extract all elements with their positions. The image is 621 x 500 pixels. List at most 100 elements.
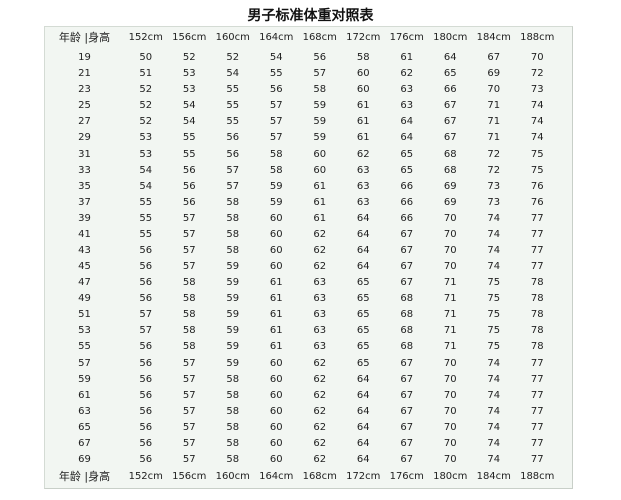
weight-cell: 59 bbox=[226, 277, 240, 289]
weight-cell: 56 bbox=[226, 148, 240, 160]
height-column-header: 160cm bbox=[215, 470, 250, 482]
age-cell: 63 bbox=[78, 405, 91, 417]
weight-cell: 67 bbox=[400, 244, 414, 256]
age-cell: 53 bbox=[78, 325, 91, 337]
weight-cell: 55 bbox=[139, 196, 153, 208]
weight-cell: 71 bbox=[487, 116, 501, 128]
weight-cell: 61 bbox=[356, 116, 370, 128]
weight-cell: 64 bbox=[356, 212, 370, 224]
weight-cell: 56 bbox=[139, 453, 153, 465]
weight-cell: 74 bbox=[487, 212, 501, 224]
weight-cell: 62 bbox=[313, 228, 327, 240]
weight-cell: 75 bbox=[487, 325, 501, 337]
weight-cell: 58 bbox=[182, 309, 196, 321]
weight-cell: 58 bbox=[226, 212, 240, 224]
weight-cell: 74 bbox=[487, 389, 501, 401]
age-cell: 45 bbox=[78, 261, 91, 273]
weight-cell: 57 bbox=[182, 212, 196, 224]
weight-cell: 64 bbox=[356, 405, 370, 417]
height-column-header: 168cm bbox=[302, 32, 337, 43]
weight-cell: 64 bbox=[356, 453, 370, 465]
weight-cell: 77 bbox=[530, 357, 544, 369]
weight-cell: 70 bbox=[530, 52, 544, 64]
weight-cell: 57 bbox=[182, 261, 196, 273]
weight-cell: 64 bbox=[356, 437, 370, 449]
weight-cell: 71 bbox=[443, 309, 457, 321]
table-row: 27 52 54 55 57 59 61 64 67 71 74 bbox=[45, 114, 559, 130]
weight-cell: 66 bbox=[443, 84, 457, 96]
weight-cell: 58 bbox=[226, 389, 240, 401]
height-column-header: 176cm bbox=[389, 470, 424, 482]
weight-cell: 74 bbox=[487, 228, 501, 240]
age-height-corner-label: 年龄 |身高 bbox=[58, 31, 111, 44]
weight-cell: 63 bbox=[313, 293, 327, 305]
weight-cell: 56 bbox=[139, 389, 153, 401]
weight-cell: 69 bbox=[443, 196, 457, 208]
weight-cell: 57 bbox=[182, 453, 196, 465]
table-row: 33 54 56 57 58 60 63 65 68 72 75 bbox=[45, 163, 559, 179]
age-cell: 21 bbox=[78, 68, 91, 80]
table-row: 65 56 57 58 60 62 64 67 70 74 77 bbox=[45, 420, 559, 436]
weight-cell: 56 bbox=[139, 244, 153, 256]
weight-cell: 55 bbox=[182, 148, 196, 160]
weight-cell: 70 bbox=[443, 357, 457, 369]
weight-cell: 63 bbox=[313, 309, 327, 321]
weight-cell: 62 bbox=[400, 68, 414, 80]
weight-cell: 63 bbox=[356, 164, 370, 176]
weight-cell: 56 bbox=[139, 277, 153, 289]
weight-cell: 67 bbox=[443, 100, 457, 112]
height-column-header: 180cm bbox=[433, 470, 468, 482]
weight-cell: 70 bbox=[443, 261, 457, 273]
age-cell: 25 bbox=[78, 100, 91, 112]
weight-cell: 59 bbox=[226, 325, 240, 337]
weight-cell: 74 bbox=[487, 421, 501, 433]
weight-cell: 54 bbox=[182, 116, 196, 128]
weight-cell: 56 bbox=[139, 261, 153, 273]
weight-cell: 59 bbox=[313, 116, 327, 128]
weight-cell: 64 bbox=[356, 244, 370, 256]
weight-cell: 67 bbox=[400, 437, 414, 449]
weight-cell: 52 bbox=[139, 116, 153, 128]
table-row: 47 56 58 59 61 63 65 67 71 75 78 bbox=[45, 275, 559, 291]
weight-cell: 64 bbox=[400, 132, 414, 144]
weight-cell: 61 bbox=[313, 212, 327, 224]
table-row: 41 55 57 58 60 62 64 67 70 74 77 bbox=[45, 227, 559, 243]
weight-cell: 74 bbox=[487, 437, 501, 449]
age-cell: 41 bbox=[78, 228, 91, 240]
weight-cell: 61 bbox=[356, 100, 370, 112]
height-column-header: 160cm bbox=[215, 32, 250, 43]
weight-cell: 68 bbox=[400, 293, 414, 305]
weight-cell: 53 bbox=[182, 84, 196, 96]
weight-cell: 58 bbox=[226, 453, 240, 465]
weight-cell: 57 bbox=[226, 180, 240, 192]
age-cell: 35 bbox=[78, 180, 91, 192]
weight-cell: 57 bbox=[139, 325, 153, 337]
weight-cell: 62 bbox=[313, 389, 327, 401]
weight-cell: 58 bbox=[182, 341, 196, 353]
age-cell: 65 bbox=[78, 421, 91, 433]
weight-cell: 76 bbox=[530, 180, 544, 192]
weight-cell: 67 bbox=[400, 277, 414, 289]
table-row: 69 56 57 58 60 62 64 67 70 74 77 bbox=[45, 452, 559, 468]
weight-cell: 56 bbox=[139, 341, 153, 353]
weight-cell: 59 bbox=[226, 357, 240, 369]
weight-cell: 58 bbox=[226, 373, 240, 385]
height-column-header: 176cm bbox=[389, 32, 424, 43]
weight-cell: 61 bbox=[269, 277, 283, 289]
weight-table-container: 年龄 |身高 152cm 156cm 160cm 164cm 168cm 172cm 176c… bbox=[44, 26, 573, 489]
weight-cell: 73 bbox=[487, 180, 501, 192]
weight-cell: 60 bbox=[269, 421, 283, 433]
weight-cell: 63 bbox=[313, 341, 327, 353]
weight-cell: 58 bbox=[269, 164, 283, 176]
weight-cell: 59 bbox=[269, 196, 283, 208]
weight-cell: 75 bbox=[487, 341, 501, 353]
weight-cell: 59 bbox=[313, 100, 327, 112]
weight-cell: 54 bbox=[226, 68, 240, 80]
weight-cell: 77 bbox=[530, 453, 544, 465]
weight-cell: 58 bbox=[182, 325, 196, 337]
weight-cell: 74 bbox=[530, 132, 544, 144]
weight-cell: 78 bbox=[530, 341, 544, 353]
weight-cell: 77 bbox=[530, 228, 544, 240]
weight-cell: 58 bbox=[182, 293, 196, 305]
weight-cell: 62 bbox=[313, 244, 327, 256]
